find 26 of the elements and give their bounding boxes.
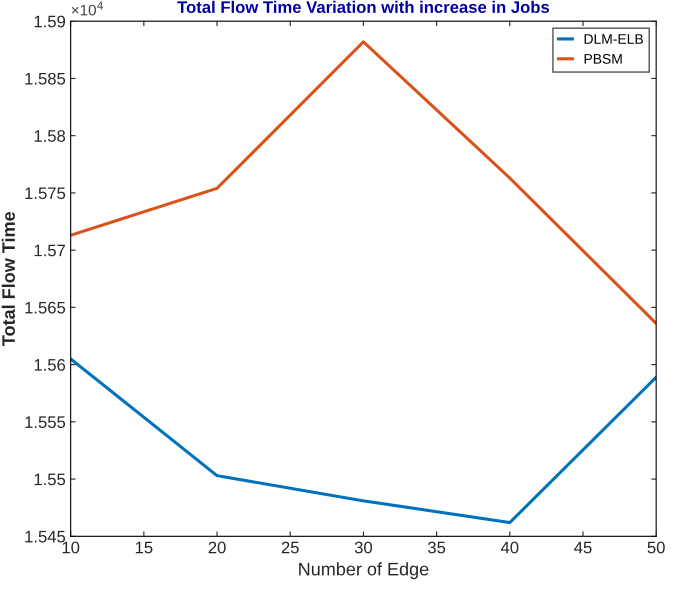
legend-label: PBSM — [584, 54, 622, 64]
x-tick-label: 40 — [500, 542, 518, 554]
y-tick-label: 1.575 — [25, 187, 66, 200]
x-tick-label: 10 — [62, 542, 80, 554]
x-tick-label: 30 — [354, 542, 372, 554]
y-tick-label: 1.58 — [34, 130, 66, 142]
y-tick-label: 1.57 — [34, 244, 65, 256]
x-tick-label: 35 — [428, 542, 446, 554]
x-tick-label: 25 — [282, 542, 299, 554]
y-axis-title: Total Flow Time — [2, 212, 15, 346]
y-tick-label: 1.55 — [34, 474, 66, 486]
x-tick-label: 50 — [648, 542, 665, 554]
x-tick-label: 15 — [136, 542, 152, 554]
x-tick-label: 45 — [574, 542, 592, 554]
y-tick-label: 1.555 — [25, 416, 66, 428]
y-tick-label: 1.545 — [25, 530, 66, 543]
line-series — [70, 357, 656, 524]
x-axis-title: Number of Edge — [299, 562, 428, 580]
y-tick-label: 1.56 — [34, 359, 66, 371]
chart-title: Total Flow Time Variation with increase in Jobs — [177, 0, 550, 14]
y-tick-label: 1.59 — [34, 16, 66, 28]
y-tick-label: 1.585 — [25, 72, 66, 85]
legend-label: DLM-ELB — [584, 34, 643, 44]
y-tick-label: 1.565 — [25, 302, 66, 314]
text: ×10$^{4}$ — [72, 2, 103, 16]
x-tick-label: 20 — [208, 542, 226, 554]
